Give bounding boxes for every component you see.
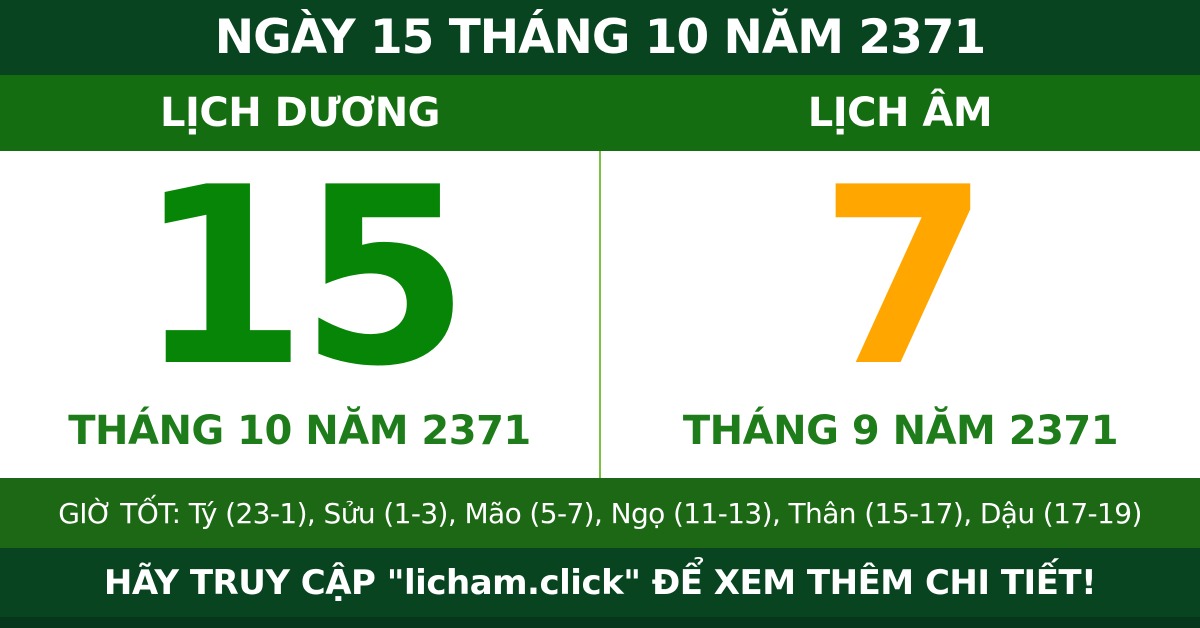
date-header-title: NGÀY 15 THÁNG 10 NĂM 2371 bbox=[214, 10, 986, 65]
calendar-header-band: LỊCH DƯƠNG LỊCH ÂM bbox=[0, 75, 1200, 151]
vertical-divider bbox=[599, 151, 601, 478]
lunar-calendar-header: LỊCH ÂM bbox=[600, 75, 1200, 151]
solar-calendar-header: LỊCH DƯƠNG bbox=[0, 75, 600, 151]
lunar-month-year: THÁNG 9 NĂM 2371 bbox=[682, 408, 1119, 455]
solar-day-number: 15 bbox=[137, 135, 470, 420]
footer-cta-text: HÃY TRUY CẬP "licham.click" ĐỂ XEM THÊM … bbox=[103, 562, 1097, 603]
good-hours-text: GIỜ TỐT: Tý (23-1), Sửu (1-3), Mão (5-7)… bbox=[58, 496, 1142, 530]
lunar-calendar-label: LỊCH ÂM bbox=[807, 90, 993, 136]
calendar-body: 15 THÁNG 10 NĂM 2371 7 THÁNG 9 NĂM 2371 bbox=[0, 151, 1200, 478]
good-hours-bar: GIỜ TỐT: Tý (23-1), Sửu (1-3), Mão (5-7)… bbox=[0, 478, 1200, 548]
lunar-day-number: 7 bbox=[819, 135, 990, 420]
date-header: NGÀY 15 THÁNG 10 NĂM 2371 bbox=[0, 0, 1200, 75]
footer-cta: HÃY TRUY CẬP "licham.click" ĐỂ XEM THÊM … bbox=[0, 548, 1200, 628]
solar-panel: 15 THÁNG 10 NĂM 2371 bbox=[0, 151, 599, 478]
footer-bottom-strip bbox=[0, 617, 1200, 628]
solar-month-year: THÁNG 10 NĂM 2371 bbox=[68, 408, 531, 455]
lunar-panel: 7 THÁNG 9 NĂM 2371 bbox=[601, 151, 1200, 478]
solar-calendar-label: LỊCH DƯƠNG bbox=[160, 90, 441, 136]
